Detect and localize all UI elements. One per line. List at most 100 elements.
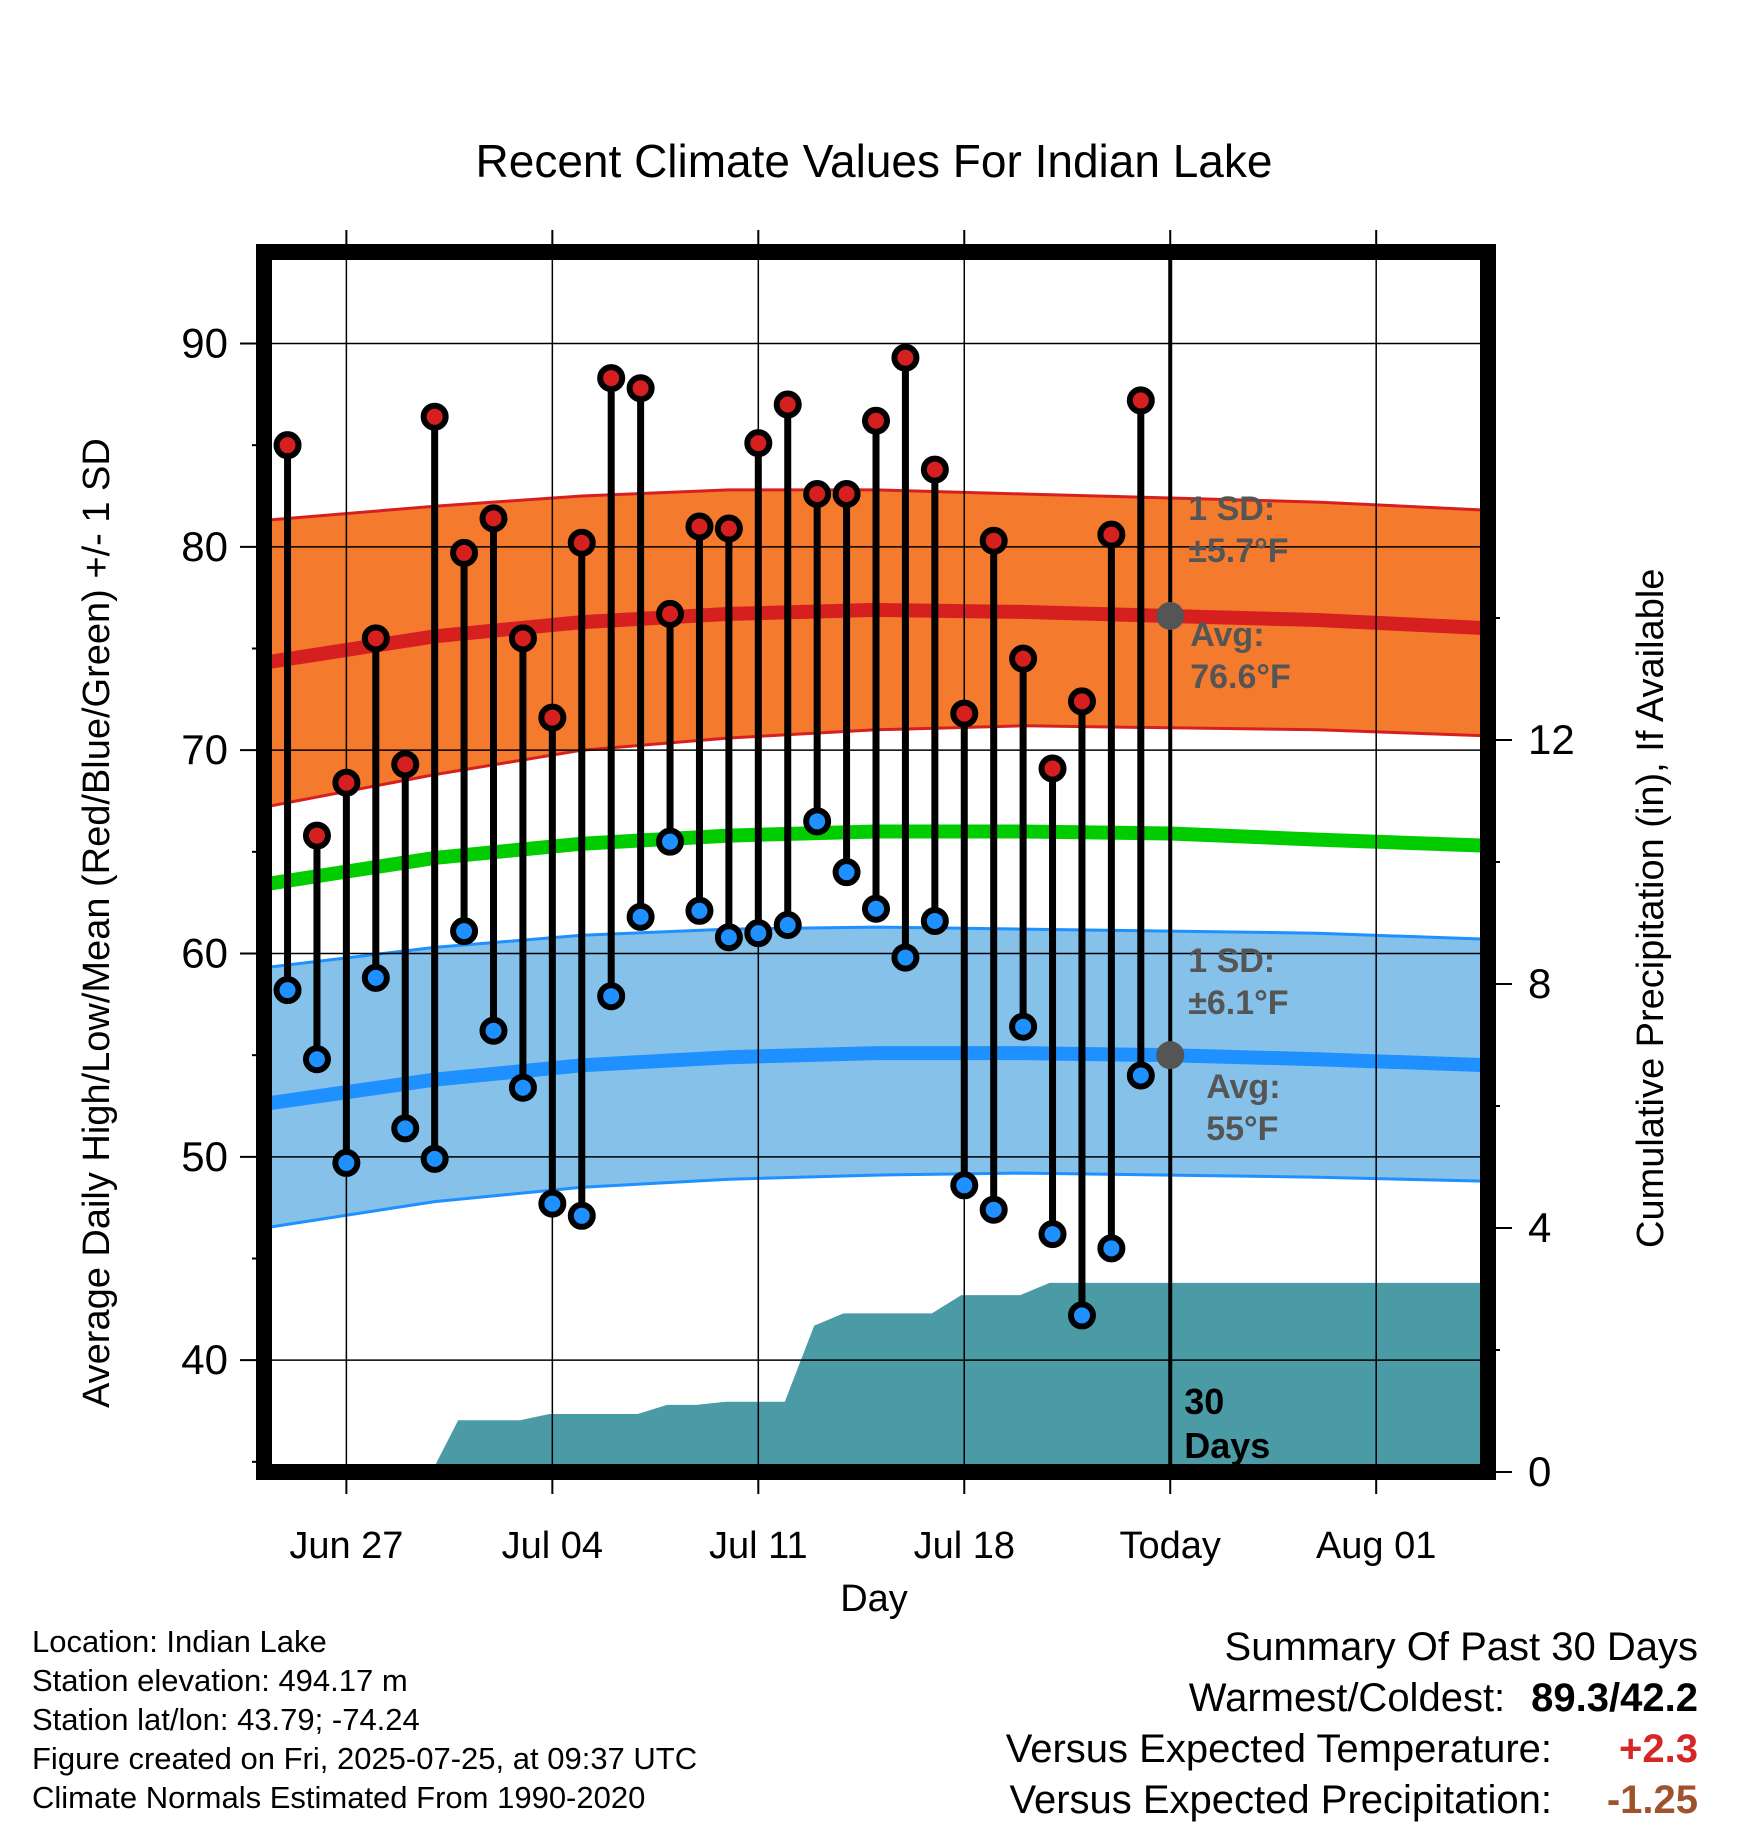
- y-tick-label: 70: [181, 726, 228, 773]
- precip-area: [264, 1282, 1488, 1472]
- y2-tick-label: 4: [1528, 1204, 1551, 1251]
- created-text: Figure created on Fri, 2025-07-25, at 09…: [32, 1741, 698, 1776]
- y-tick-label: 90: [181, 320, 228, 367]
- y-tick-label: 40: [181, 1336, 228, 1383]
- low-temp-point: [450, 917, 479, 946]
- normal-low-avg-line: [264, 1046, 1488, 1111]
- x-tick-label: Aug 01: [1316, 1525, 1436, 1567]
- low-temp-point: [1067, 1301, 1096, 1330]
- high-temp-point: [302, 821, 331, 850]
- low-avg-label: Avg:: [1206, 1068, 1280, 1106]
- high-temp-point: [332, 768, 361, 797]
- high-temp-point: [391, 750, 420, 779]
- normal-low-sd-upper-edge: [264, 925, 1488, 970]
- high-temp-point: [273, 431, 302, 460]
- low-temp-point: [979, 1195, 1008, 1224]
- high-temp-point: [656, 599, 685, 628]
- high-temp-point: [920, 455, 949, 484]
- y-tick-label: 60: [181, 930, 228, 977]
- y-axis-label-right: Cumulative Precipitation (in), If Availa…: [1630, 568, 1672, 1248]
- high-temp-point: [685, 512, 714, 541]
- low-temp-point: [920, 906, 949, 935]
- low-temp-point: [714, 923, 743, 952]
- high-temp-point: [538, 703, 567, 732]
- low-temp-point: [508, 1073, 537, 1102]
- low-temp-point: [1009, 1012, 1038, 1041]
- high-temp-point: [626, 374, 655, 403]
- low-temp-point: [832, 858, 861, 887]
- low-temp-point: [479, 1016, 508, 1045]
- y2-tick-label: 12: [1528, 716, 1575, 763]
- high-temp-point: [832, 479, 861, 508]
- high-temp-point: [862, 406, 890, 435]
- summary-heading: Summary Of Past 30 Days: [1224, 1625, 1698, 1669]
- x-tick-label: Jun 27: [289, 1525, 403, 1567]
- low-temp-point: [891, 943, 920, 972]
- high-temp-point: [567, 528, 596, 557]
- summary-panel: Summary Of Past 30 Days Warmest/Coldest:…: [1006, 1622, 1698, 1826]
- low-temp-point: [332, 1148, 361, 1177]
- normal-low-sd-band: [264, 927, 1488, 1228]
- low-temp-point: [567, 1201, 596, 1230]
- low-temp-point: [862, 894, 890, 923]
- x-tick-label: Jul 04: [502, 1525, 603, 1567]
- low-temp-point: [1097, 1234, 1126, 1263]
- high-temp-point: [450, 538, 479, 567]
- high-sd-value: ±5.7°F: [1188, 532, 1288, 570]
- temp-value: +2.3: [1619, 1727, 1698, 1771]
- low-temp-point: [302, 1045, 331, 1074]
- high-temp-point: [714, 514, 743, 543]
- today-high-avg-marker: [1156, 601, 1185, 630]
- high-temp-point: [1067, 687, 1096, 716]
- high-temp-point: [891, 343, 920, 372]
- station-info: Location: Indian Lake Station elevation:…: [32, 1622, 697, 1817]
- low-temp-point: [685, 896, 714, 925]
- warm-cold-label: Warmest/Coldest:: [1188, 1676, 1506, 1720]
- low-temp-point: [744, 919, 773, 948]
- window-label-number: 30: [1184, 1381, 1224, 1422]
- latlon-text: Station lat/lon: 43.79; -74.24: [32, 1702, 420, 1737]
- summary-warm-cold: Warmest/Coldest: 89.3/42.2: [1006, 1673, 1698, 1724]
- low-temp-point: [273, 976, 302, 1005]
- chart-title: Recent Climate Values For Indian Lake: [475, 135, 1273, 187]
- high-temp-point: [1126, 386, 1155, 415]
- high-temp-point: [420, 402, 449, 431]
- low-temp-point: [656, 827, 685, 856]
- low-avg-value: 55°F: [1206, 1110, 1278, 1148]
- low-temp-point: [597, 982, 626, 1011]
- high-avg-label: Avg:: [1190, 616, 1264, 654]
- high-temp-point: [979, 526, 1008, 555]
- high-temp-point: [597, 364, 626, 393]
- low-temp-point: [626, 902, 655, 931]
- low-sd-value: ±6.1°F: [1188, 984, 1288, 1022]
- location-text: Location: Indian Lake: [32, 1624, 327, 1659]
- x-tick-label: Today: [1120, 1525, 1221, 1567]
- high-temp-point: [950, 699, 979, 728]
- normals-text: Climate Normals Estimated From 1990-2020: [32, 1780, 646, 1815]
- summary-precip: Versus Expected Precipitation: -1.25: [1006, 1775, 1698, 1826]
- low-temp-point: [361, 963, 390, 992]
- warm-cold-value: 89.3/42.2: [1531, 1676, 1698, 1720]
- low-temp-point: [950, 1171, 979, 1200]
- low-temp-point: [420, 1144, 449, 1173]
- high-temp-point: [508, 624, 537, 653]
- plot-area: [264, 252, 1488, 1472]
- window-label-unit: Days: [1184, 1425, 1270, 1466]
- y2-tick-label: 0: [1528, 1448, 1551, 1495]
- high-temp-point: [479, 504, 508, 533]
- high-temp-point: [1097, 520, 1126, 549]
- low-temp-point: [1038, 1220, 1067, 1249]
- precip-value: -1.25: [1606, 1778, 1698, 1822]
- high-temp-point: [1009, 644, 1038, 673]
- elevation-text: Station elevation: 494.17 m: [32, 1663, 408, 1698]
- low-sd-label: 1 SD:: [1188, 942, 1275, 980]
- y-tick-label: 80: [181, 523, 228, 570]
- precip-label: Versus Expected Precipitation:: [1009, 1778, 1552, 1822]
- high-temp-point: [744, 429, 773, 458]
- high-temp-point: [803, 479, 832, 508]
- x-tick-label: Jul 11: [709, 1525, 808, 1567]
- y2-tick-label: 8: [1528, 960, 1551, 1007]
- low-temp-point: [1126, 1061, 1155, 1090]
- low-temp-point: [538, 1189, 567, 1218]
